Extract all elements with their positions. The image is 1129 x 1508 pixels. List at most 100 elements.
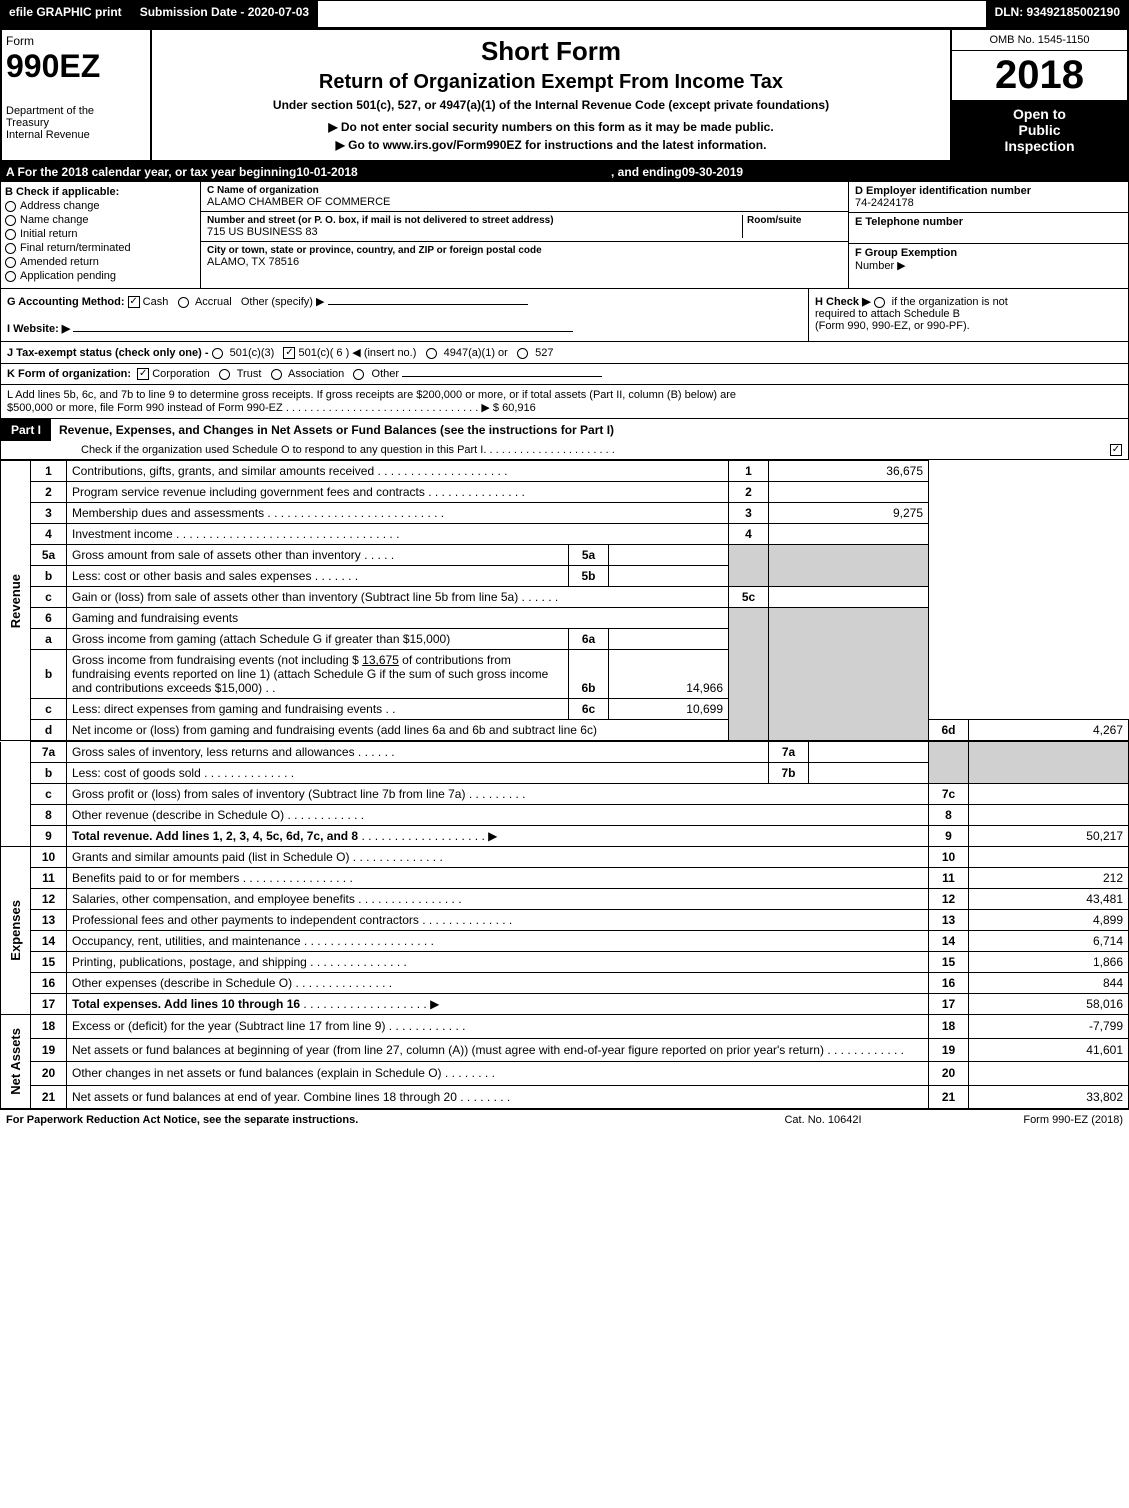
line-7c: cGross profit or (loss) from sales of in… [1, 784, 1129, 805]
row-a-begin-date: 10-01-2018 [296, 165, 357, 179]
form-note-2: ▶ Go to www.irs.gov/Form990EZ for instru… [162, 138, 940, 152]
part-1-container: Part I Revenue, Expenses, and Changes in… [0, 419, 1129, 460]
g-accounting-method: G Accounting Method: Cash Accrual Other … [7, 295, 802, 308]
line-12: 12Salaries, other compensation, and empl… [1, 889, 1129, 910]
col-b-checkboxes: B Check if applicable: Address change Na… [1, 182, 201, 288]
chk-final-return[interactable]: Final return/terminated [5, 242, 196, 254]
chk-cash[interactable] [128, 296, 140, 308]
line-8: 8Other revenue (describe in Schedule O) … [1, 805, 1129, 826]
line-5b: bLess: cost or other basis and sales exp… [1, 566, 1129, 587]
header-middle: Short Form Return of Organization Exempt… [152, 30, 952, 160]
chk-amended-return[interactable]: Amended return [5, 256, 196, 268]
form-header: Form 990EZ Department of the Treasury In… [0, 28, 1129, 162]
f-group-label-2: Number ▶ [855, 259, 1122, 272]
dept-line-1: Department of the [6, 105, 146, 117]
open-to-public: Open to Public Inspection [952, 100, 1127, 160]
f-group-label-1: F Group Exemption [855, 247, 1122, 259]
open-line-3: Inspection [958, 138, 1121, 154]
c-name-label: C Name of organization [207, 185, 842, 196]
part-1-header: Part I Revenue, Expenses, and Changes in… [1, 419, 1128, 441]
section-b-thru-f: B Check if applicable: Address change Na… [0, 182, 1129, 289]
city-value: ALAMO, TX 78516 [207, 256, 842, 268]
net-assets-side-label: Net Assets [6, 1018, 25, 1105]
chk-527[interactable] [517, 348, 528, 359]
chk-schedule-b[interactable] [874, 297, 885, 308]
row-a-mid: , and ending [611, 165, 682, 179]
chk-name-change[interactable]: Name change [5, 214, 196, 226]
chk-schedule-o[interactable] [1110, 444, 1122, 456]
footer-right: Form 990-EZ (2018) [923, 1114, 1123, 1126]
line-7a: 7aGross sales of inventory, less returns… [1, 742, 1129, 763]
d-ein-value: 74-2424178 [855, 197, 1122, 209]
line-1: Revenue 1 Contributions, gifts, grants, … [1, 461, 1129, 482]
c-name-value: ALAMO CHAMBER OF COMMERCE [207, 196, 842, 208]
part-1-table-2: 7aGross sales of inventory, less returns… [0, 741, 1129, 1109]
chk-corporation[interactable] [137, 368, 149, 380]
b-header: B Check if applicable: [5, 186, 196, 198]
footer-left: For Paperwork Reduction Act Notice, see … [6, 1114, 723, 1126]
line-2: 2Program service revenue including gover… [1, 482, 1129, 503]
form-subtitle: Under section 501(c), 527, or 4947(a)(1)… [162, 98, 940, 112]
address-row: Number and street (or P. O. box, if mail… [201, 212, 848, 242]
chk-trust[interactable] [219, 369, 230, 380]
row-g-i-left: G Accounting Method: Cash Accrual Other … [1, 289, 808, 341]
chk-association[interactable] [271, 369, 282, 380]
row-l-value: ▶ $ 60,916 [481, 402, 535, 414]
line-19: 19Net assets or fund balances at beginni… [1, 1038, 1129, 1061]
city-row: City or town, state or province, country… [201, 242, 848, 271]
c-name-row: C Name of organization ALAMO CHAMBER OF … [201, 182, 848, 212]
row-k-form-org: K Form of organization: Corporation Trus… [0, 364, 1129, 385]
row-l-text-2: $500,000 or more, file Form 990 instead … [7, 402, 283, 414]
line-10: Expenses 10Grants and similar amounts pa… [1, 847, 1129, 868]
line-5c: cGain or (loss) from sale of assets othe… [1, 587, 1129, 608]
line-21: 21Net assets or fund balances at end of … [1, 1085, 1129, 1108]
i-website: I Website: ▶ [7, 322, 802, 335]
revenue-side-label: Revenue [6, 564, 25, 638]
address-label: Number and street (or P. O. box, if mail… [207, 215, 742, 226]
chk-initial-return[interactable]: Initial return [5, 228, 196, 240]
topbar-spacer [318, 0, 985, 28]
row-j-tax-exempt: J Tax-exempt status (check only one) - 5… [0, 342, 1129, 364]
footer-center: Cat. No. 10642I [723, 1114, 923, 1126]
short-form-title: Short Form [162, 36, 940, 67]
part-1-title: Revenue, Expenses, and Changes in Net As… [51, 419, 1128, 441]
page-footer: For Paperwork Reduction Act Notice, see … [0, 1109, 1129, 1130]
f-group-row: F Group Exemption Number ▶ [849, 244, 1128, 275]
d-ein-label: D Employer identification number [855, 185, 1122, 197]
line-6c: cLess: direct expenses from gaming and f… [1, 699, 1129, 720]
chk-other-org[interactable] [353, 369, 364, 380]
header-right: OMB No. 1545-1150 2018 Open to Public In… [952, 30, 1127, 160]
tax-year: 2018 [952, 51, 1127, 100]
line-11: 11Benefits paid to or for members . . . … [1, 868, 1129, 889]
chk-4947[interactable] [426, 348, 437, 359]
chk-501c[interactable] [283, 347, 295, 359]
form-number: 990EZ [6, 48, 146, 85]
d-ein-row: D Employer identification number 74-2424… [849, 182, 1128, 213]
chk-accrual[interactable] [178, 297, 189, 308]
address-value: 715 US BUSINESS 83 [207, 226, 742, 238]
part-1-sub-text: Check if the organization used Schedule … [81, 444, 483, 456]
e-phone-label: E Telephone number [855, 216, 1122, 228]
city-label: City or town, state or province, country… [207, 245, 842, 256]
dept-line-2: Treasury [6, 117, 146, 129]
efile-label: efile GRAPHIC print [0, 0, 131, 28]
line-20: 20Other changes in net assets or fund ba… [1, 1062, 1129, 1085]
form-word: Form [6, 34, 146, 48]
line-6: 6Gaming and fundraising events [1, 608, 1129, 629]
line-18: Net Assets 18Excess or (deficit) for the… [1, 1015, 1129, 1038]
chk-501c3[interactable] [212, 348, 223, 359]
header-left: Form 990EZ Department of the Treasury In… [2, 30, 152, 160]
part-1-table: Revenue 1 Contributions, gifts, grants, … [0, 460, 1129, 741]
line-5a: 5aGross amount from sale of assets other… [1, 545, 1129, 566]
row-a-end-date: 09-30-2019 [682, 165, 743, 179]
chk-address-change[interactable]: Address change [5, 200, 196, 212]
open-line-1: Open to [958, 106, 1121, 122]
dept-line-3: Internal Revenue [6, 129, 146, 141]
part-1-sub: Check if the organization used Schedule … [1, 441, 1128, 459]
open-line-2: Public [958, 122, 1121, 138]
col-c-org-info: C Name of organization ALAMO CHAMBER OF … [201, 182, 848, 288]
chk-application-pending[interactable]: Application pending [5, 270, 196, 282]
omb-number: OMB No. 1545-1150 [952, 30, 1127, 51]
form-title: Return of Organization Exempt From Incom… [162, 71, 940, 94]
row-l-gross-receipts: L Add lines 5b, 6c, and 7b to line 9 to … [0, 385, 1129, 419]
